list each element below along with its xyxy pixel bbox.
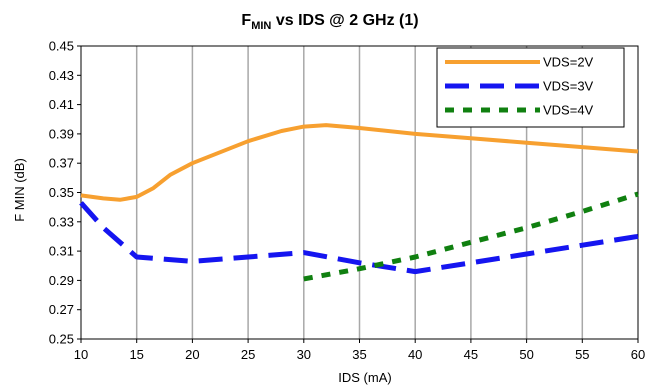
series-line-vds-3v [79,201,639,275]
x-tick-label: 25 [241,347,255,362]
series-line-vds-4v [303,191,639,282]
y-tick-label: 0.37 [49,156,74,171]
y-tick-label: 0.45 [49,39,74,54]
y-tick-label: 0.35 [49,185,74,200]
x-axis-title: IDS (mA) [338,370,391,385]
y-axis-title: F MIN (dB) [12,158,27,222]
x-tick-label: 55 [575,347,589,362]
title-subscript: MIN [251,20,271,32]
legend: VDS=2V VDS=3V VDS=4V [436,47,625,128]
y-tick-label: 0.39 [49,126,74,141]
chart-title: FMIN vs IDS @ 2 GHz (1) [241,12,418,32]
tick-labels: 10 15 20 25 30 35 40 45 50 55 60 0.25 0.27 0.29 0.31 0.… [49,39,646,363]
x-tick-label: 45 [464,347,478,362]
x-tick-label: 60 [631,347,645,362]
y-tick-label: 0.27 [49,302,74,317]
x-tick-label: 50 [519,347,533,362]
series-line-vds-2v [80,123,639,202]
x-tick-label: 10 [74,347,88,362]
x-tick-label: 15 [129,347,143,362]
x-tick-label: 30 [297,347,311,362]
y-tick-label: 0.25 [49,332,74,347]
x-tick-label: 40 [408,347,422,362]
x-tick-label: 35 [352,347,366,362]
series-lines [79,123,639,282]
y-tick-label: 0.41 [49,97,74,112]
y-tick-label: 0.31 [49,244,74,259]
legend-label-vds-3v: VDS=3V [543,79,594,94]
x-tick-label: 20 [185,347,199,362]
title-rest: vs IDS @ 2 GHz (1) [271,12,418,29]
y-tick-label: 0.29 [49,273,74,288]
y-tick-label: 0.43 [49,68,74,83]
legend-label-vds-4v: VDS=4V [543,103,594,118]
y-tick-label: 0.33 [49,214,74,229]
title-main: F [241,12,251,29]
legend-label-vds-2v: VDS=2V [543,55,594,70]
